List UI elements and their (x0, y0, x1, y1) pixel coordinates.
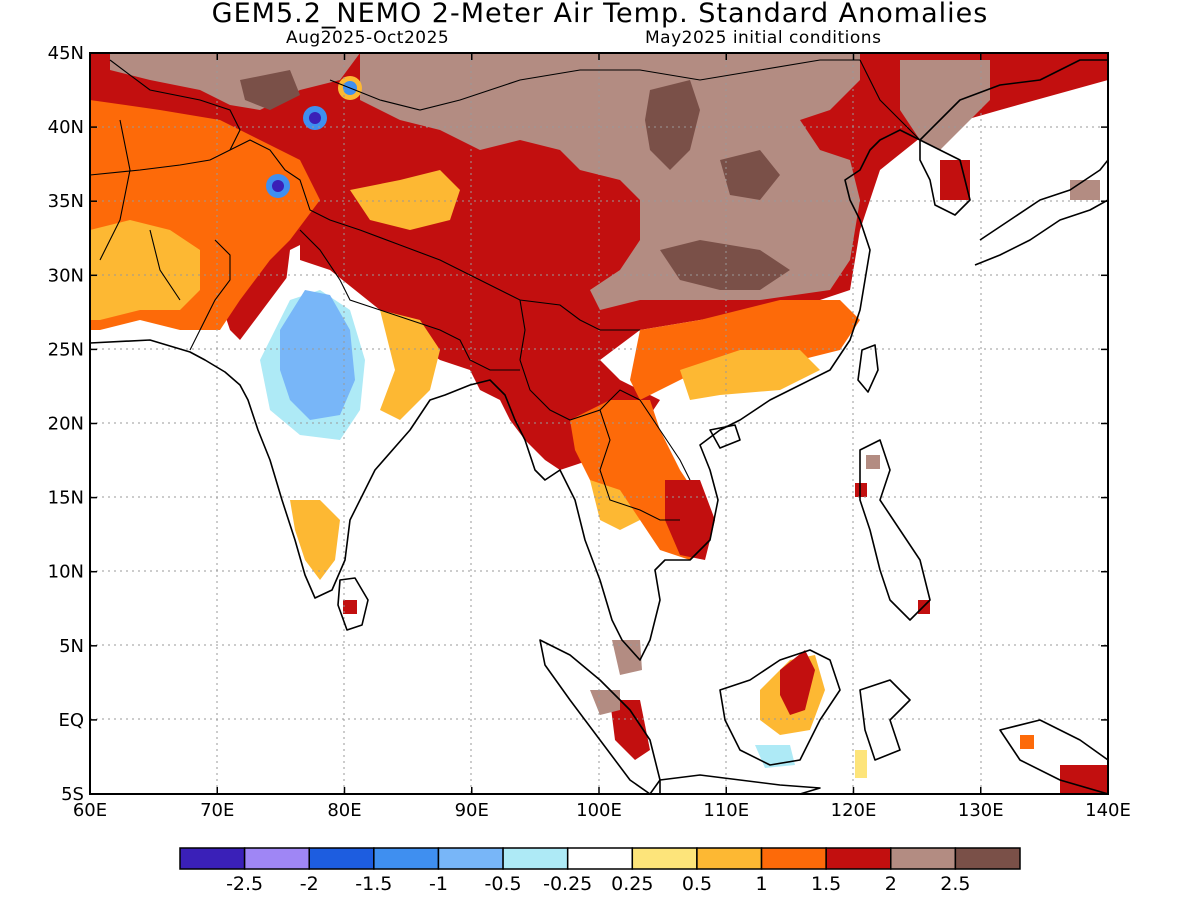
anomaly-pixel-srilanka (343, 600, 357, 614)
anomaly-region-darkbrown-4 (240, 70, 300, 110)
anomaly-spot-kashmir-core (272, 180, 284, 192)
coastline-java (659, 774, 821, 794)
anomaly-region-brown-sumatra (590, 690, 620, 715)
lat-tick-label: 10N (48, 562, 84, 583)
anomaly-pixel-philippines-2 (866, 455, 880, 469)
lat-tick-label: 35N (48, 191, 84, 212)
longitude-axis: 60E 70E 80E 90E 100E 110E 120E 130E 140E (73, 53, 1131, 821)
anomaly-region-red-north (90, 53, 1108, 470)
map-title: GEM5.2_NEMO 2-Meter Air Temp. Standard A… (211, 0, 989, 29)
lat-tick-label: 30N (48, 265, 84, 286)
anomaly-region-brown (360, 53, 860, 310)
lon-tick-label: 60E (73, 800, 107, 821)
forecast-period: Aug2025-Oct2025 (286, 28, 450, 48)
lat-tick-label: 40N (48, 117, 84, 138)
colorbar-label: 2 (885, 873, 897, 895)
colorbar-label: 0.5 (682, 873, 712, 895)
anomaly-pixel-philippines-1 (855, 483, 867, 497)
coastline-taiwan (857, 344, 879, 393)
colorbar-swatch (566, 847, 634, 870)
colorbar-label: -1.5 (355, 873, 392, 895)
graticule (90, 53, 1108, 794)
colorbar-label: -1 (429, 873, 448, 895)
colorbar-swatch (437, 847, 504, 870)
lat-tick-label: EQ (58, 710, 84, 731)
anomaly-region-brown-korea (900, 60, 990, 150)
lon-tick-label: 100E (576, 800, 622, 821)
colorbar-label: 1 (755, 873, 767, 895)
anomaly-region-brown-west (110, 53, 360, 110)
colorbar-swatch (696, 847, 763, 870)
anomaly-pixel-japan (1070, 180, 1100, 200)
anomaly-spot-tienshan-1-core (309, 112, 321, 124)
lat-tick-label: 15N (48, 488, 84, 509)
anomaly-region-darkbrown-2 (660, 240, 790, 290)
anomaly-region-orange-india-south (290, 500, 340, 580)
colorbar-label: -2.5 (226, 873, 263, 895)
colorbar-label: -0.5 (485, 873, 522, 895)
coastline-borneo (719, 649, 841, 766)
anomaly-region-darkbrown-3 (720, 150, 780, 200)
anomaly-region-darkbrown-1 (645, 80, 700, 170)
anomaly-region-yellow-south-china (680, 350, 820, 400)
colorbar-label: 0.25 (611, 873, 653, 895)
coastline-srilanka (337, 577, 369, 631)
coastline-hainan (709, 424, 741, 449)
colorbar-swatch (179, 847, 246, 870)
anomaly-region-yellow-west (90, 220, 200, 320)
colorbar-label: 1.5 (811, 873, 841, 895)
anomaly-region-red-sumatra (610, 700, 650, 760)
lon-tick-label: 140E (1085, 800, 1131, 821)
coastline-japan (974, 159, 1108, 266)
anomaly-region-blue-india (280, 290, 355, 420)
coastline-sumatra (539, 639, 661, 794)
lon-tick-label: 120E (831, 800, 877, 821)
latitude-axis: 45N 40N 35N 30N 25N 20N 15N 10N 5N EQ 5S (48, 43, 1108, 805)
lat-tick-label: 25N (48, 339, 84, 360)
initial-conditions: May2025 initial conditions (645, 28, 882, 48)
colorbar-swatch (760, 847, 827, 870)
anomaly-region-brown-malaysia (612, 640, 642, 675)
anomaly-region-yellow-tibet (350, 170, 460, 230)
coastlines (90, 59, 1108, 794)
coastline-sulawesi (859, 679, 911, 761)
lon-tick-label: 80E (327, 800, 361, 821)
coastline-korea (919, 139, 971, 216)
colorbar-label: -0.25 (543, 873, 592, 895)
coastline-newguinea (999, 719, 1108, 794)
anomaly-region-yellow-thailand (590, 480, 640, 530)
anomaly-pixel-newguinea-1 (1060, 765, 1108, 794)
colorbar-swatch (631, 847, 698, 870)
anomaly-region-yellow-india-east (380, 310, 440, 420)
colorbar-label: 2.5 (940, 873, 970, 895)
coastline-philippines (859, 439, 931, 621)
anomaly-region-red-indochina (665, 480, 715, 560)
colorbar: -2.5 -2 -1.5 -1 -0.5 -0.25 0.25 0.5 1 1.5 2 2.5 (179, 847, 1021, 895)
lon-tick-label: 70E (200, 800, 234, 821)
lat-tick-label: 45N (48, 43, 84, 64)
colorbar-swatch (308, 847, 375, 870)
lon-tick-label: 130E (958, 800, 1004, 821)
lat-tick-label: 5N (59, 636, 84, 657)
coastline-asia-south (90, 59, 1108, 661)
lon-tick-label: 110E (703, 800, 749, 821)
lat-tick-label: 5S (61, 784, 84, 805)
colorbar-label: -2 (300, 873, 319, 895)
colorbar-swatch (825, 847, 892, 870)
colorbar-swatch (373, 847, 440, 870)
lat-tick-label: 20N (48, 414, 84, 435)
anomaly-pixel-kalimantan (855, 750, 867, 778)
anomaly-field (90, 53, 1108, 794)
anomaly-region-red-borneo (780, 650, 815, 715)
colorbar-swatch (954, 847, 1021, 870)
anomaly-pixel-newguinea-2 (1020, 735, 1034, 749)
colorbar-swatch (243, 847, 310, 870)
colorbar-swatch (890, 847, 957, 870)
borders (90, 59, 921, 521)
lon-tick-label: 90E (455, 800, 489, 821)
colorbar-swatch (502, 847, 569, 870)
